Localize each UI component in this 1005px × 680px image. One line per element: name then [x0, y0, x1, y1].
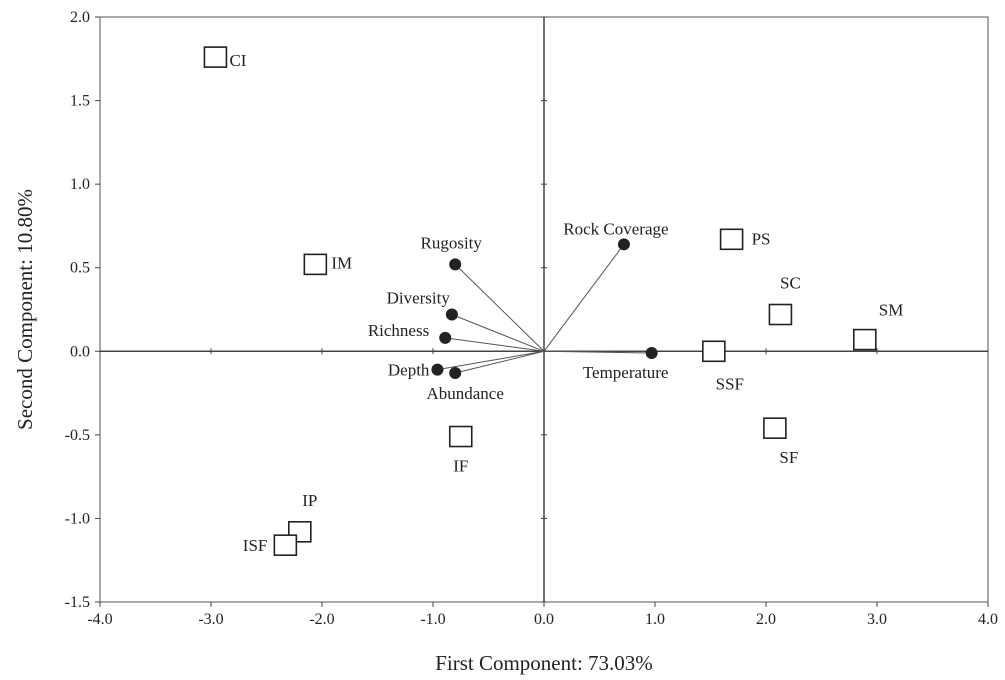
vector-abundance [455, 350, 545, 374]
site-ps [719, 228, 744, 251]
y-axis-title: Second Component: 10.80% [13, 189, 37, 430]
site-sm [852, 328, 877, 351]
label-ci: CI [229, 51, 246, 70]
site-isf [273, 534, 298, 556]
point-depth [431, 363, 444, 376]
label-sc: SC [780, 274, 801, 293]
label-sm: SM [879, 301, 904, 320]
label-depth: Depth [388, 361, 430, 380]
label-if: IF [453, 457, 468, 476]
x-tick-label: -4.0 [87, 611, 112, 628]
vector-rugosity [454, 264, 545, 352]
x-axis-title: First Component: 73.03% [435, 651, 653, 675]
label-sf: SF [779, 448, 798, 467]
label-ip: IP [302, 491, 317, 510]
y-tick-label: 0.5 [70, 260, 90, 277]
site-if [448, 425, 473, 448]
label-temperature: Temperature [583, 363, 669, 382]
label-isf: ISF [243, 536, 268, 555]
y-tick-label: 2.0 [70, 9, 90, 26]
zero-axes [100, 17, 988, 602]
site-ci [203, 46, 228, 68]
x-tick-label: -3.0 [198, 611, 223, 628]
vector-temperature [543, 350, 652, 354]
vector-diversity [451, 314, 545, 352]
x-tick-label: 4.0 [978, 611, 998, 628]
label-abundance: Abundance [426, 384, 503, 403]
x-tick-label: 3.0 [867, 611, 887, 628]
label-ssf: SSF [716, 374, 744, 393]
point-abundance [449, 367, 462, 380]
y-tick-label: -1.0 [65, 510, 90, 527]
y-tick-label: -1.5 [65, 594, 90, 611]
vector-depth [437, 350, 545, 371]
label-im: IM [331, 253, 352, 272]
site-sc [768, 303, 793, 326]
y-tick-label: 1.5 [70, 93, 90, 110]
label-ps: PS [752, 229, 771, 248]
site-sf [763, 417, 787, 439]
x-tick-label: -1.0 [420, 611, 445, 628]
data-markers [203, 46, 877, 556]
x-tick-label: -2.0 [309, 611, 334, 628]
site-ssf [702, 340, 726, 363]
variable-vectors [437, 244, 652, 374]
x-tick-label: 0.0 [534, 611, 554, 628]
vector-richness [445, 337, 545, 352]
site-im [303, 253, 328, 276]
x-tick-label: 2.0 [756, 611, 776, 628]
point-rock-coverage [617, 238, 630, 251]
label-rock-coverage: Rock Coverage [563, 219, 668, 238]
y-tick-label: 1.0 [70, 176, 90, 193]
label-rugosity: Rugosity [420, 233, 482, 252]
point-richness [439, 331, 452, 344]
point-temperature [645, 346, 658, 359]
point-rugosity [449, 258, 462, 271]
label-richness: Richness [368, 321, 429, 340]
point-labels: CI IM IF IP ISF PS SC SM SSF SF Rugosity Diversity R… [229, 51, 903, 555]
y-tick-label: 0.0 [70, 343, 90, 360]
axis-ticks: -4.0 -3.0 -2.0 -1.0 0.0 1.0 2.0 3.0 4.0 -1.5 -1.0 -… [65, 9, 998, 628]
y-tick-label: -0.5 [65, 427, 90, 444]
x-tick-label: 1.0 [645, 611, 665, 628]
vector-rock-coverage [543, 244, 625, 352]
label-diversity: Diversity [387, 289, 451, 308]
point-diversity [445, 308, 458, 321]
